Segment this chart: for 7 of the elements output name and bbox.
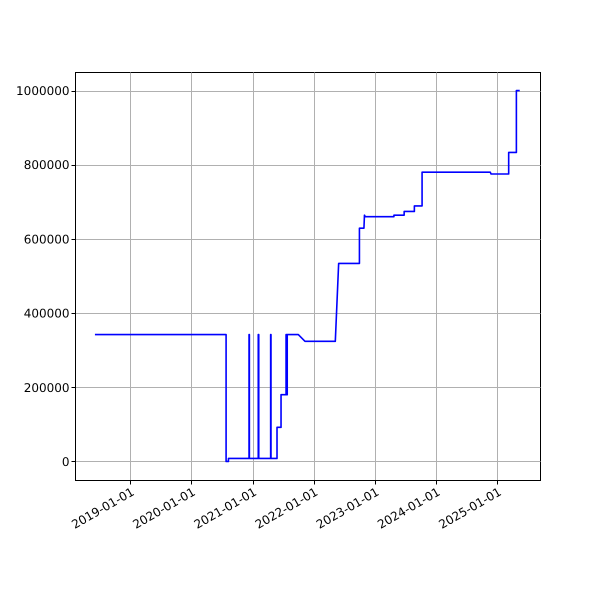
y-tick-label: 0 xyxy=(62,454,70,469)
y-tick-label: 1000000 xyxy=(16,84,70,98)
y-tick-label: 200000 xyxy=(24,380,70,395)
line-series xyxy=(94,90,521,462)
y-tick-label: 400000 xyxy=(24,306,70,321)
y-tick-label: 600000 xyxy=(24,232,70,246)
y-tick-label: 800000 xyxy=(24,158,70,172)
